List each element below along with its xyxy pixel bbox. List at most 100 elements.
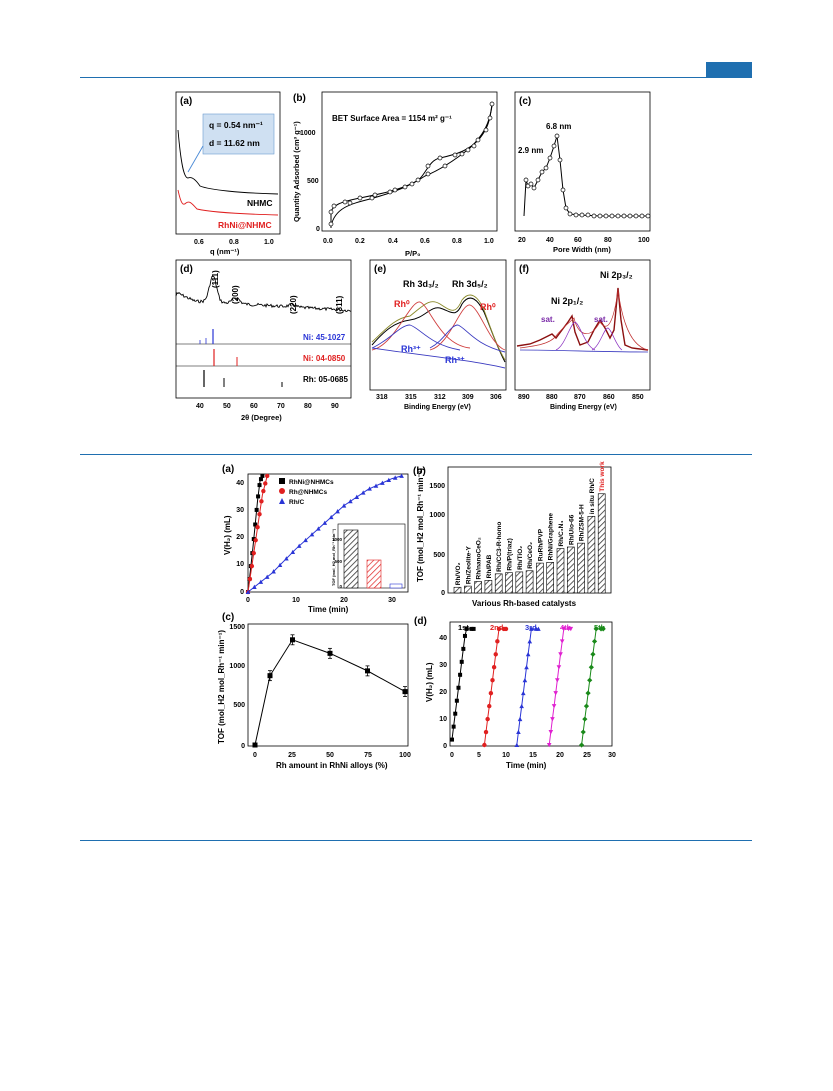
y-tick: 40 <box>439 635 447 642</box>
tof-point <box>402 689 408 695</box>
inset-y-tick: 1000 <box>332 537 343 542</box>
run-point <box>559 639 565 644</box>
series-point <box>386 477 392 483</box>
x-axis-label: Time (min) <box>308 605 349 614</box>
isotherm-point <box>437 155 443 161</box>
run-point <box>550 717 555 722</box>
run-point <box>451 724 456 729</box>
run-label: 4th <box>560 623 572 632</box>
x-tick: 40 <box>546 237 554 244</box>
pore-point <box>621 213 627 219</box>
fig1-panel-b: (b) BET Surface Area = 1154 m² g⁻¹ Quant… <box>292 91 498 258</box>
inset-y-label: TOF (mol_H2 mol_Rh⁻¹ min⁻¹) <box>331 528 336 586</box>
sat-label: sat. <box>541 315 555 324</box>
run-label: 2nd <box>490 623 504 632</box>
pore-point <box>591 213 597 219</box>
run-point <box>525 651 531 657</box>
inset-y-tick: 0 <box>339 584 342 589</box>
x-tick: 312 <box>434 394 446 401</box>
run-label: 5th <box>594 623 606 632</box>
series-point <box>354 494 360 499</box>
pore-point <box>567 211 573 217</box>
series-point <box>251 537 256 542</box>
tof-point <box>267 673 273 679</box>
y-axis-label: V(H₂) (mL) <box>223 515 232 555</box>
series-point <box>247 576 253 582</box>
run-point <box>588 664 594 670</box>
series-point <box>253 522 258 527</box>
y-tick: 500 <box>433 552 445 559</box>
x-tick: 25 <box>583 752 591 759</box>
pore-point <box>547 155 553 161</box>
run-point <box>556 665 562 670</box>
run-point <box>551 704 557 709</box>
pore-point <box>554 133 560 139</box>
series-point <box>256 494 261 499</box>
run-point <box>524 664 529 670</box>
run-point <box>503 626 509 632</box>
bar-label: RuRh/PVP <box>537 528 544 561</box>
y-axis-label: V(H₂) (mL) <box>425 662 434 702</box>
series-point <box>296 543 302 548</box>
y-tick: 1000 <box>300 130 316 137</box>
series-point <box>284 556 289 561</box>
bar <box>515 571 524 594</box>
x-tick: 0 <box>450 752 454 759</box>
run-point <box>453 711 458 716</box>
bar <box>587 515 596 594</box>
pore-point <box>615 213 621 219</box>
x-tick: 80 <box>304 403 312 410</box>
x-tick: 20 <box>518 237 526 244</box>
run-point <box>587 677 593 683</box>
run-label: 1st <box>458 623 469 632</box>
x-tick: 890 <box>518 394 530 401</box>
y-tick: 10 <box>236 561 244 568</box>
x-tick: 30 <box>388 597 396 604</box>
series-point <box>257 512 262 517</box>
pore-point <box>551 143 557 149</box>
bar-label: Rh/nanoCeO₂ <box>476 537 483 579</box>
run-point <box>585 690 591 696</box>
run-point <box>546 743 552 748</box>
x-tick: 40 <box>196 403 204 410</box>
y-tick: 10 <box>439 716 447 723</box>
run-point <box>485 716 490 722</box>
pore-point <box>535 177 541 183</box>
panel-label: (c) <box>222 612 234 623</box>
run-point <box>493 652 498 657</box>
y-tick: 20 <box>236 534 244 541</box>
bet-annotation: BET Surface Area = 1154 m² g⁻¹ <box>332 114 452 123</box>
bar <box>474 581 482 594</box>
x-tick: 315 <box>405 394 417 401</box>
x-tick: 60 <box>250 403 258 410</box>
bar-label: Rh/ZSM-5-H <box>579 504 586 541</box>
peak-label: 2.9 nm <box>518 146 543 155</box>
run-point <box>461 646 466 651</box>
x-tick: 100 <box>638 237 650 244</box>
run-point <box>464 626 469 631</box>
fig2-panel-d: (d) V(H₂) (mL) 40 30 20 10 0 0 5 10 15 2… <box>414 616 616 770</box>
run-point <box>517 716 523 722</box>
fig2-panel-b: (b) TOF (mol_H2 mol_Rh⁻¹ min⁻¹) 1500 100… <box>413 461 612 608</box>
y-axis-label: TOF (mol_H2 mol_Rh⁻¹ min⁻¹) <box>416 468 425 582</box>
bar-label: Rh/Uio-66 <box>568 514 575 545</box>
fig1-panel-a: (a) q = 0.54 nm⁻¹ d = 11.62 nm NHMC RhNi… <box>175 91 281 256</box>
run-point <box>553 691 558 696</box>
series-point <box>255 525 260 530</box>
fig1-panel-c: (c) 6.8 nm 2.9 nm 20 40 60 80 100 Pore W… <box>514 91 651 254</box>
x-tick: 60 <box>574 237 582 244</box>
y-tick: 0 <box>240 589 244 596</box>
x-tick: 309 <box>462 394 474 401</box>
x-tick: 0.6 <box>420 238 430 245</box>
bar <box>463 585 472 594</box>
pore-point <box>523 177 529 183</box>
legend-entry: RhNi@NHMCs <box>289 479 334 486</box>
x-tick: 0 <box>253 752 257 759</box>
run-point <box>522 677 528 683</box>
y-tick: 0 <box>316 226 320 233</box>
run-point <box>582 716 588 722</box>
q-annotation: q = 0.54 nm⁻¹ <box>209 120 263 130</box>
title-label: Ni 2p₁/₂ <box>551 296 583 306</box>
pore-point <box>585 212 591 218</box>
y-tick: 1500 <box>229 624 245 631</box>
